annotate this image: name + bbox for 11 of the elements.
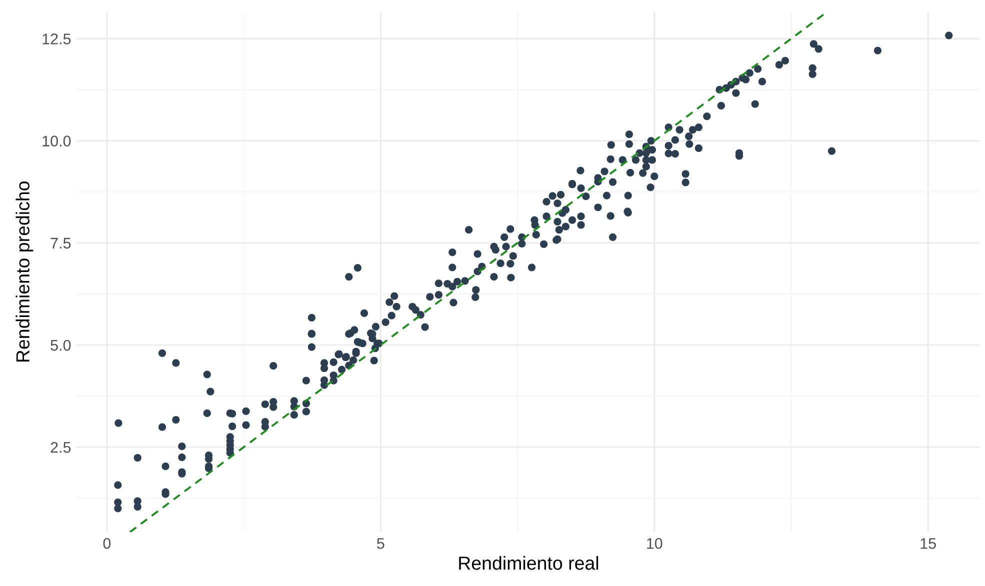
y-tick-label: 5.0 <box>50 340 71 351</box>
x-tick-label: 0 <box>103 538 111 549</box>
y-axis-title: Rendimiento predicho <box>16 181 34 362</box>
x-tick-label: 15 <box>920 538 936 549</box>
y-tick-label: 2.5 <box>50 442 71 453</box>
x-tick-label: 5 <box>377 538 384 549</box>
y-tick-label: 12.5 <box>42 34 71 44</box>
x-axis-title: Rendimiento real <box>459 556 598 570</box>
y-tick-label: 7.5 <box>50 238 71 249</box>
x-tick-label: 10 <box>647 538 662 549</box>
y-tick-label: 10.0 <box>42 136 71 146</box>
